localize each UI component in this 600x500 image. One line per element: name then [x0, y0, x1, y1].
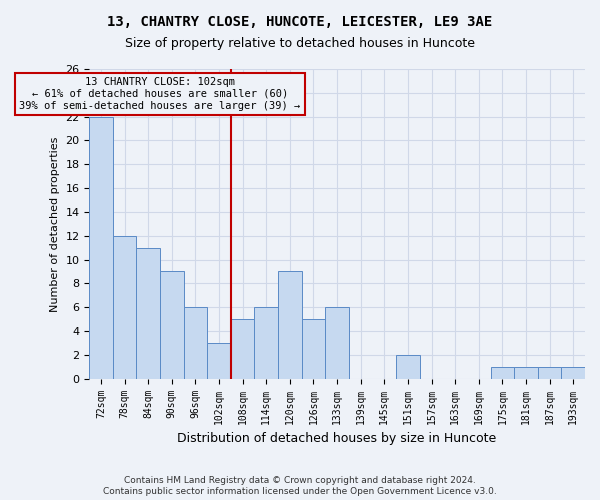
Bar [325, 307, 349, 378]
Bar [89, 116, 113, 378]
X-axis label: Distribution of detached houses by size in Huncote: Distribution of detached houses by size … [178, 432, 497, 445]
Text: Contains public sector information licensed under the Open Government Licence v3: Contains public sector information licen… [103, 487, 497, 496]
Bar [184, 307, 207, 378]
Text: Size of property relative to detached houses in Huncote: Size of property relative to detached ho… [125, 38, 475, 51]
Bar [136, 248, 160, 378]
Bar [160, 272, 184, 378]
Bar [113, 236, 136, 378]
Bar [207, 343, 231, 378]
Y-axis label: Number of detached properties: Number of detached properties [50, 136, 59, 312]
Bar [514, 367, 538, 378]
Bar [396, 355, 420, 378]
Bar [538, 367, 562, 378]
Text: 13 CHANTRY CLOSE: 102sqm
← 61% of detached houses are smaller (60)
39% of semi-d: 13 CHANTRY CLOSE: 102sqm ← 61% of detach… [19, 78, 301, 110]
Bar [254, 307, 278, 378]
Text: 13, CHANTRY CLOSE, HUNCOTE, LEICESTER, LE9 3AE: 13, CHANTRY CLOSE, HUNCOTE, LEICESTER, L… [107, 15, 493, 29]
Text: Contains HM Land Registry data © Crown copyright and database right 2024.: Contains HM Land Registry data © Crown c… [124, 476, 476, 485]
Bar [491, 367, 514, 378]
Bar [231, 319, 254, 378]
Bar [278, 272, 302, 378]
Bar [562, 367, 585, 378]
Bar [302, 319, 325, 378]
